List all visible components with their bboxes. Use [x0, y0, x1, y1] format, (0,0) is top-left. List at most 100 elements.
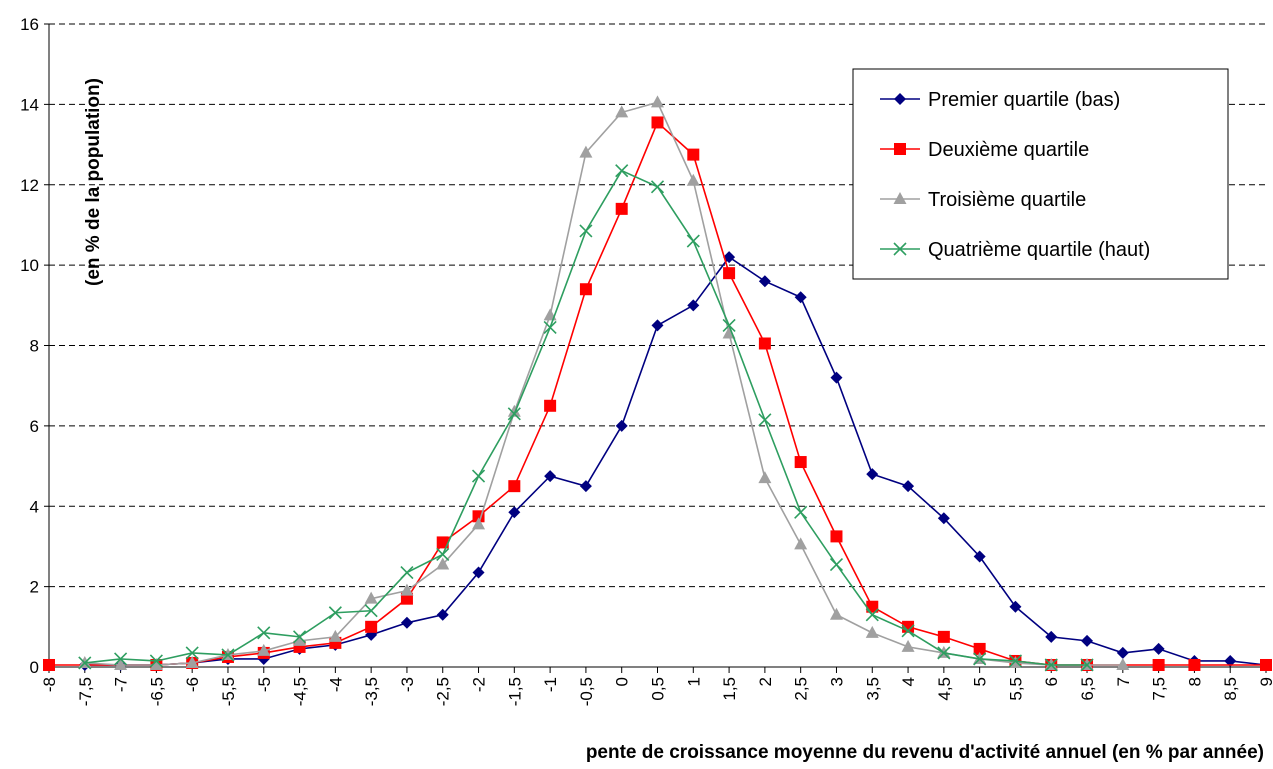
data-point — [364, 604, 378, 618]
data-point — [758, 275, 771, 288]
data-point — [1045, 630, 1058, 643]
data-point — [1044, 658, 1058, 672]
data-point-stroke — [722, 318, 736, 332]
data-point — [723, 251, 736, 264]
data-point — [257, 643, 271, 656]
data-point-stroke — [436, 547, 450, 562]
data-point — [651, 116, 664, 129]
data-point-stroke — [221, 648, 235, 662]
data-point — [471, 469, 486, 483]
data-point — [114, 657, 128, 670]
data-point — [650, 180, 665, 194]
x-tick-label: -2,5 — [434, 677, 453, 706]
data-point — [937, 512, 950, 525]
data-point-stroke — [901, 624, 915, 638]
data-point — [937, 630, 950, 643]
data-point — [865, 625, 879, 638]
x-tick-label: -4,5 — [291, 677, 310, 706]
data-point — [1116, 657, 1130, 670]
data-point-stroke — [758, 413, 772, 427]
data-point-stroke — [829, 557, 844, 572]
x-tick-label: 6 — [1042, 677, 1061, 686]
data-point — [436, 547, 450, 562]
x-tick-label: 4 — [899, 677, 918, 686]
y-tick-label: 6 — [30, 417, 39, 436]
data-point-stroke — [937, 646, 951, 660]
data-point — [472, 566, 485, 579]
data-point-stroke — [1044, 658, 1058, 672]
data-point-stroke — [1008, 654, 1023, 668]
data-point-stroke — [257, 626, 271, 640]
data-point-stroke — [650, 180, 665, 194]
data-point-stroke — [615, 164, 629, 178]
data-point — [615, 202, 628, 215]
x-tick-label: 5 — [971, 677, 990, 686]
y-tick-label: 16 — [20, 15, 39, 34]
data-point — [723, 267, 736, 280]
data-point — [894, 93, 906, 105]
y-tick-label: 14 — [20, 95, 39, 114]
data-point-stroke — [364, 604, 378, 618]
x-tick-label: 6,5 — [1078, 677, 1097, 701]
y-axis-title: (en % de la population) — [83, 78, 104, 286]
data-point — [149, 657, 163, 670]
data-point-stroke — [292, 630, 307, 644]
y-tick-label: 0 — [30, 658, 39, 677]
data-point-stroke — [865, 608, 879, 622]
data-point-stroke — [328, 606, 342, 620]
data-point-stroke — [507, 407, 521, 421]
data-point — [543, 320, 557, 334]
data-point — [686, 234, 700, 248]
legend-item: Troisième quartile — [880, 189, 1086, 211]
data-point — [794, 537, 808, 550]
data-point — [400, 616, 413, 629]
data-point — [1188, 658, 1201, 671]
data-point-stroke — [543, 320, 557, 334]
data-point — [651, 319, 664, 332]
data-point — [722, 318, 736, 332]
x-tick-label: 5,5 — [1006, 677, 1025, 701]
data-point — [43, 658, 55, 671]
data-point-stroke — [471, 469, 486, 483]
data-point — [114, 652, 128, 666]
data-point — [866, 468, 879, 481]
x-tick-label: -5 — [255, 677, 274, 692]
legend-item: Premier quartile (bas) — [880, 89, 1120, 111]
data-point — [328, 606, 342, 620]
data-point — [937, 646, 951, 660]
data-point — [579, 283, 592, 296]
x-tick-label: -6,5 — [147, 677, 166, 706]
data-point — [687, 299, 700, 312]
data-point — [78, 656, 92, 670]
x-tick-label: 0,5 — [649, 677, 668, 701]
legend-label: Premier quartile (bas) — [928, 89, 1120, 111]
data-point — [507, 404, 521, 417]
data-point — [1116, 646, 1129, 659]
data-point-stroke — [579, 224, 593, 238]
data-point — [902, 480, 915, 493]
x-tick-label: 3 — [827, 677, 846, 686]
data-point — [185, 655, 199, 668]
data-point-stroke — [794, 505, 808, 519]
data-point — [1008, 654, 1023, 668]
data-point-stroke — [1080, 658, 1094, 672]
data-point — [829, 607, 843, 620]
series-lines — [43, 95, 1272, 672]
data-point — [1080, 658, 1094, 672]
legend-item: Quatrième quartile (haut) — [880, 239, 1150, 261]
data-point — [686, 173, 700, 186]
data-point — [292, 630, 307, 644]
data-point — [508, 506, 521, 519]
legend-label: Quatrième quartile (haut) — [928, 239, 1150, 261]
data-point — [758, 413, 772, 427]
x-tick-label: -7 — [112, 677, 131, 692]
data-point — [973, 642, 986, 655]
data-point — [973, 652, 987, 666]
x-tick-label: -2 — [470, 677, 489, 692]
x-tick-label: 2,5 — [792, 677, 811, 701]
data-point — [221, 648, 235, 662]
data-point — [830, 530, 843, 543]
data-point — [894, 143, 906, 155]
data-point — [830, 371, 843, 384]
